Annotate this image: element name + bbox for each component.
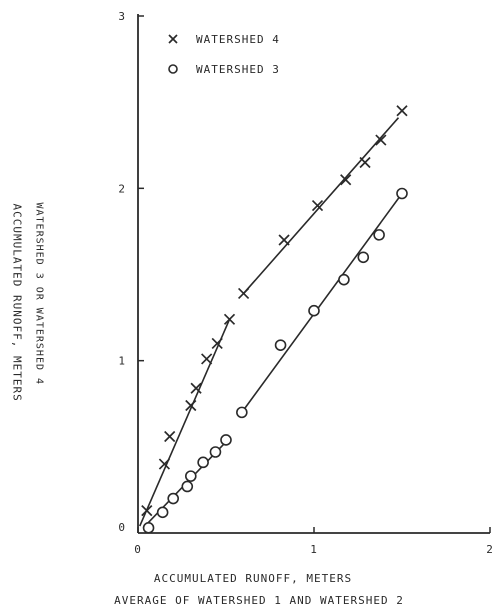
data-points: [141, 105, 408, 534]
x-marker-stroke: [359, 156, 371, 169]
data-point-watershed-3: [274, 339, 287, 351]
data-point-watershed-4: [340, 174, 352, 186]
data-point-watershed-3: [338, 273, 350, 286]
x-tick-label: 2: [486, 543, 494, 556]
x-axis-label-secondary: AVERAGE OF WATERSHED 1 AND WATERSHED 2: [114, 594, 404, 607]
data-point-watershed-4: [375, 134, 387, 146]
x-axis-label: ACCUMULATED RUNOFF, METERS: [153, 572, 353, 585]
data-point-watershed-3: [396, 187, 408, 200]
x-marker-stroke: [190, 382, 202, 394]
data-point-watershed-3: [308, 304, 320, 317]
x-marker-stroke: [375, 134, 387, 146]
data-point-watershed-3: [156, 506, 169, 519]
x-marker-stroke: [223, 313, 236, 325]
legend-marker-o-icon: [168, 64, 178, 74]
y-axis-label: ACCUMULATED RUNOFF, METERS: [10, 203, 24, 402]
x-marker-stroke: [168, 34, 178, 44]
axes: [137, 14, 490, 534]
data-point-watershed-4: [190, 382, 202, 394]
data-point-watershed-3: [142, 522, 155, 534]
data-point-watershed-4: [201, 353, 213, 365]
x-marker-stroke: [141, 504, 153, 517]
fit-line-watershed-3: [241, 193, 403, 413]
y-axis-label-secondary: WATERSHED 3 OR WATERSHED 4: [33, 202, 45, 386]
legend-entry-label: WATERSHED 4: [196, 33, 280, 46]
data-point-watershed-4: [223, 313, 236, 325]
data-point-watershed-3: [236, 406, 248, 419]
data-point-watershed-4: [278, 234, 290, 246]
x-marker-stroke: [158, 458, 171, 470]
data-point-watershed-3: [181, 480, 194, 493]
data-point-watershed-4: [158, 458, 171, 470]
data-point-watershed-3: [357, 251, 370, 264]
data-point-watershed-4: [396, 105, 408, 117]
axis-ticks: 0 1 2 3 0 1 2: [118, 10, 494, 556]
data-point-watershed-3: [209, 446, 222, 458]
fit-line-watershed-4: [242, 117, 400, 294]
fit-lines: [139, 117, 403, 529]
data-point-watershed-3: [185, 470, 197, 482]
legend: WATERSHED 4 WATERSHED 3: [168, 33, 280, 76]
x-marker-stroke: [278, 234, 290, 246]
y-tick-label: 1: [118, 355, 126, 368]
y-tick-label: 3: [118, 10, 126, 23]
data-point-watershed-3: [167, 492, 179, 505]
x-marker-stroke: [164, 430, 176, 443]
data-point-watershed-4: [211, 337, 223, 350]
data-point-watershed-4: [185, 399, 197, 412]
data-point-watershed-3: [220, 434, 232, 446]
x-marker-stroke: [311, 199, 324, 212]
data-point-watershed-3: [197, 456, 209, 469]
data-point-watershed-4: [359, 156, 371, 169]
x-marker-stroke: [185, 399, 197, 412]
data-point-watershed-3: [373, 229, 385, 241]
x-marker-stroke: [201, 353, 213, 365]
legend-entry-label: WATERSHED 3: [196, 63, 280, 76]
y-tick-label: 2: [118, 182, 126, 195]
data-point-watershed-4: [164, 430, 176, 443]
data-point-watershed-4: [141, 504, 153, 517]
x-tick-label: 1: [310, 543, 318, 556]
x-marker-stroke: [396, 105, 408, 117]
x-tick-label: 0: [134, 543, 142, 556]
fit-line-watershed-4: [139, 318, 231, 527]
x-marker-stroke: [211, 337, 223, 350]
data-point-watershed-4: [311, 199, 324, 212]
x-marker-stroke: [237, 287, 250, 300]
legend-marker-x-icon: [168, 34, 178, 44]
x-marker-stroke: [340, 174, 352, 186]
y-tick-label: 0: [118, 521, 126, 534]
data-point-watershed-4: [237, 287, 250, 300]
